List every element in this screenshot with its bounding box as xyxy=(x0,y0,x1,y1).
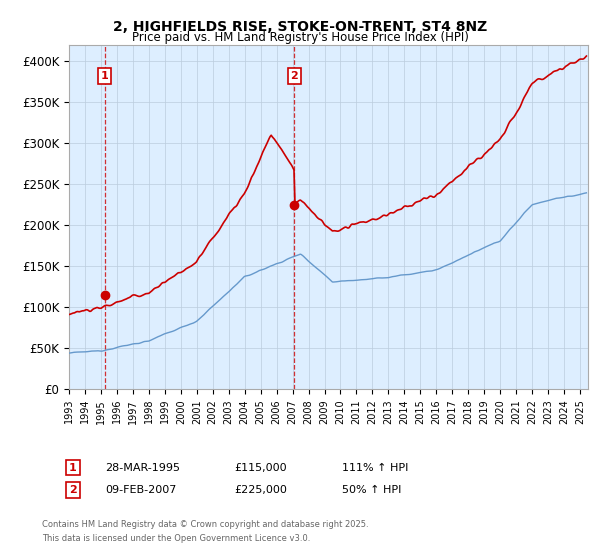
Text: 28-MAR-1995: 28-MAR-1995 xyxy=(105,463,180,473)
Text: Price paid vs. HM Land Registry's House Price Index (HPI): Price paid vs. HM Land Registry's House … xyxy=(131,31,469,44)
Text: 2: 2 xyxy=(69,485,77,495)
Text: 09-FEB-2007: 09-FEB-2007 xyxy=(105,485,176,495)
Text: £115,000: £115,000 xyxy=(234,463,287,473)
Text: 50% ↑ HPI: 50% ↑ HPI xyxy=(342,485,401,495)
Text: 2, HIGHFIELDS RISE, STOKE-ON-TRENT, ST4 8NZ: 2, HIGHFIELDS RISE, STOKE-ON-TRENT, ST4 … xyxy=(113,20,487,34)
Text: This data is licensed under the Open Government Licence v3.0.: This data is licensed under the Open Gov… xyxy=(42,534,310,543)
Text: 2: 2 xyxy=(290,71,298,81)
Text: 111% ↑ HPI: 111% ↑ HPI xyxy=(342,463,409,473)
Text: Contains HM Land Registry data © Crown copyright and database right 2025.: Contains HM Land Registry data © Crown c… xyxy=(42,520,368,529)
Text: £225,000: £225,000 xyxy=(234,485,287,495)
Legend: 2, HIGHFIELDS RISE, STOKE-ON-TRENT, ST4 8NZ (detached house), HPI: Average price: 2, HIGHFIELDS RISE, STOKE-ON-TRENT, ST4 … xyxy=(5,263,394,297)
Text: 1: 1 xyxy=(69,463,77,473)
Text: 1: 1 xyxy=(101,71,109,81)
